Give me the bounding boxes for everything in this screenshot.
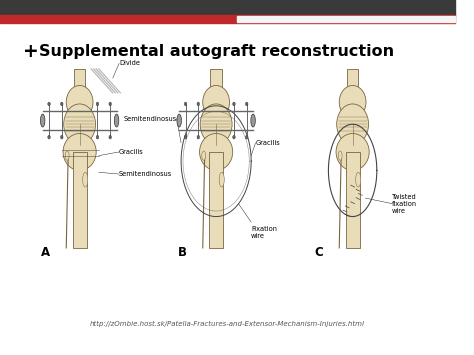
Ellipse shape <box>109 102 111 106</box>
Text: Gracilis: Gracilis <box>255 140 280 146</box>
Text: A: A <box>41 246 51 259</box>
Ellipse shape <box>251 114 255 127</box>
Ellipse shape <box>114 114 119 127</box>
Ellipse shape <box>197 102 200 106</box>
Ellipse shape <box>40 114 45 127</box>
Text: C: C <box>314 246 323 259</box>
Ellipse shape <box>184 102 187 106</box>
Ellipse shape <box>203 86 229 119</box>
Ellipse shape <box>219 172 224 187</box>
Ellipse shape <box>63 133 96 170</box>
Text: Gracilis: Gracilis <box>119 149 144 155</box>
Text: Fixation
wire: Fixation wire <box>251 226 277 239</box>
Text: Semitendinosus: Semitendinosus <box>123 116 177 122</box>
Ellipse shape <box>48 102 50 106</box>
Bar <box>0 0 455 16</box>
Bar <box>347 69 358 109</box>
Bar <box>209 152 223 248</box>
Ellipse shape <box>233 135 235 139</box>
Ellipse shape <box>246 102 248 106</box>
Bar <box>210 69 222 109</box>
Ellipse shape <box>66 86 93 119</box>
Bar <box>74 69 85 109</box>
Ellipse shape <box>64 104 96 144</box>
Ellipse shape <box>339 86 366 119</box>
Ellipse shape <box>96 135 99 139</box>
Ellipse shape <box>82 172 88 187</box>
Ellipse shape <box>197 135 200 139</box>
Ellipse shape <box>61 135 63 139</box>
Ellipse shape <box>109 135 111 139</box>
Text: Semitendinosus: Semitendinosus <box>119 171 173 177</box>
Bar <box>0 15 455 23</box>
Text: Supplemental autograft reconstruction: Supplemental autograft reconstruction <box>39 44 394 59</box>
Text: Divide: Divide <box>119 60 140 66</box>
Ellipse shape <box>200 104 232 144</box>
Text: Twisted
fixation
wire: Twisted fixation wire <box>392 193 417 214</box>
Bar <box>73 152 87 248</box>
Ellipse shape <box>200 133 233 170</box>
Ellipse shape <box>233 102 235 106</box>
Ellipse shape <box>336 133 369 170</box>
Ellipse shape <box>356 172 361 187</box>
Text: http://zOmbie.host.sk/Patella-Fractures-and-Extensor-Mechanism-Injuries.html: http://zOmbie.host.sk/Patella-Fractures-… <box>90 321 365 327</box>
Ellipse shape <box>337 104 369 144</box>
Ellipse shape <box>338 151 342 160</box>
Ellipse shape <box>96 102 99 106</box>
Ellipse shape <box>246 135 248 139</box>
Bar <box>237 16 455 22</box>
Ellipse shape <box>177 114 182 127</box>
Bar <box>346 152 360 248</box>
Text: B: B <box>178 246 187 259</box>
Ellipse shape <box>48 135 50 139</box>
Text: +: + <box>23 42 38 61</box>
Ellipse shape <box>184 135 187 139</box>
Ellipse shape <box>202 151 206 160</box>
Ellipse shape <box>65 151 69 160</box>
Ellipse shape <box>61 102 63 106</box>
